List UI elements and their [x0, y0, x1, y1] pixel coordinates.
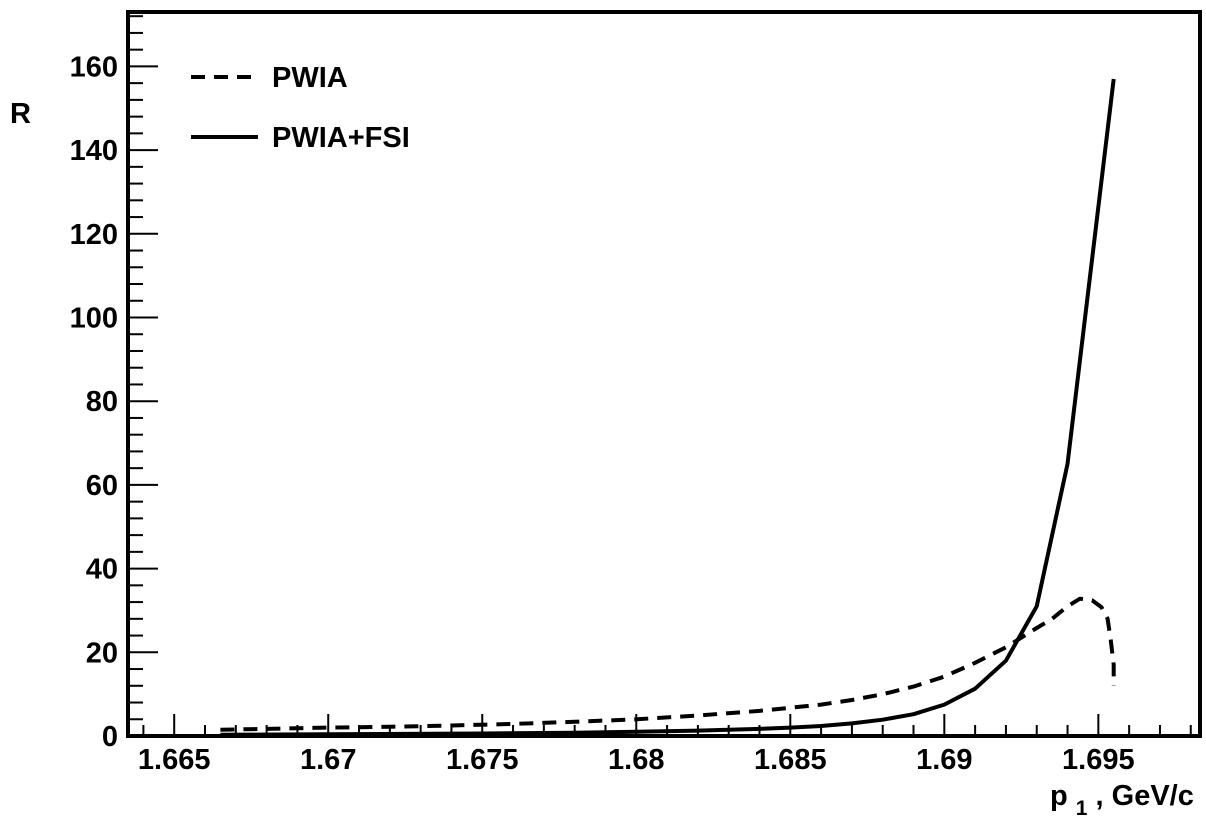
x-tick-label: 1.67 [300, 744, 356, 776]
x-axis-label-subscript: 1 [1076, 797, 1088, 818]
y-tick-label: 100 [70, 303, 118, 335]
legend: PWIA PWIA+FSI [191, 62, 410, 154]
x-axis-label-main: p [1050, 780, 1068, 812]
x-tick-label: 1.68 [608, 744, 664, 776]
series-line-pwia-fsi [220, 78, 1116, 737]
y-tick-label: 20 [86, 637, 118, 669]
y-tick-label: 80 [86, 386, 118, 418]
series-line-pwia [220, 596, 1116, 732]
axes-layer: 0 20 40 60 80 100 120 140 160 1.665 1.67 1.675 1.68 1… [70, 15, 1192, 776]
x-tick-label: 1.695 [1062, 744, 1135, 776]
series-layer [220, 78, 1116, 737]
legend-label: PWIA+FSI [272, 122, 410, 154]
x-tick-label: 1.675 [446, 744, 519, 776]
x-axis-label-unit: , GeV/c [1096, 780, 1194, 812]
y-tick-label: 120 [70, 219, 118, 251]
y-tick-label: 60 [86, 470, 118, 502]
x-tick-label: 1.665 [138, 744, 211, 776]
y-tick-label: 0 [102, 721, 118, 753]
y-tick-label: 160 [70, 51, 118, 83]
x-tick-label: 1.685 [754, 744, 827, 776]
x-axis-label: p 1 , GeV/c [1050, 780, 1194, 818]
y-tick-label: 140 [70, 135, 118, 167]
plot-frame [126, 10, 1202, 738]
y-tick-label: 40 [86, 554, 118, 586]
y-axis-label: R [10, 98, 31, 130]
x-tick-label: 1.69 [916, 744, 972, 776]
legend-label: PWIA [272, 62, 348, 94]
